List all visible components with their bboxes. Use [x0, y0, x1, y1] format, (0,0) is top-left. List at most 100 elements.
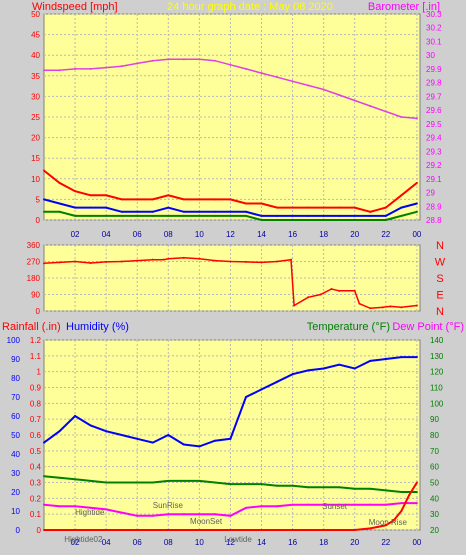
data-point	[182, 214, 185, 217]
data-point	[415, 491, 418, 493]
data-point	[43, 475, 45, 478]
windspeed-tick-label: 30	[31, 92, 40, 101]
data-point	[58, 202, 61, 205]
data-point	[276, 76, 279, 79]
data-point	[136, 259, 139, 262]
data-point	[151, 441, 154, 444]
hour-tick-label: 12	[226, 538, 235, 547]
data-point	[408, 494, 411, 497]
data-point	[120, 260, 123, 263]
windspeed-tick-label: 10	[31, 175, 40, 184]
data-point	[307, 369, 310, 372]
compass-label: S	[436, 273, 443, 285]
data-point	[307, 214, 310, 217]
temperature-tick-label: 70	[430, 447, 439, 456]
data-point	[229, 198, 232, 201]
barometer-tick-label: 30.1	[426, 37, 442, 46]
barometer-tick-label: 29.5	[426, 120, 442, 129]
hour-tick-label: 18	[319, 230, 328, 239]
data-point	[167, 479, 170, 482]
rainfall-tick-label: 0.6	[30, 431, 42, 440]
temperature-axis-label: Temperature (°F)	[307, 321, 390, 333]
data-point	[330, 288, 333, 290]
temperature-tick-label: 120	[430, 368, 444, 377]
hour-tick-label: 22	[381, 230, 390, 239]
data-point	[105, 529, 108, 531]
data-point	[167, 206, 170, 209]
data-point	[353, 206, 356, 209]
direction-tick-label: 180	[27, 274, 41, 283]
windspeed-tick-label: 20	[31, 134, 40, 143]
data-point	[74, 505, 77, 508]
windspeed-tick-label: 45	[31, 31, 40, 40]
rainfall-tick-label: 1.2	[30, 336, 42, 345]
data-point	[322, 214, 325, 217]
data-point	[338, 503, 341, 506]
hour-tick-label: 10	[195, 538, 204, 547]
data-point	[120, 210, 123, 213]
dewpoint-axis-label: Dew Point (°F)	[392, 321, 464, 333]
data-point	[229, 529, 232, 531]
data-point	[120, 481, 123, 484]
data-point	[105, 194, 108, 197]
hour-tick-label: 06	[133, 230, 142, 239]
data-point	[105, 206, 108, 209]
data-point	[400, 491, 403, 493]
humidity-tick-label: 70	[11, 393, 20, 402]
data-point	[369, 214, 372, 217]
data-point	[338, 363, 341, 366]
rainfall-tick-label: 0.1	[30, 510, 42, 519]
barometer-tick-label: 29.3	[426, 147, 442, 156]
data-point	[307, 206, 310, 209]
data-point	[291, 503, 294, 506]
barometer-tick-label: 29	[426, 189, 435, 198]
temperature-tick-label: 100	[430, 399, 444, 408]
data-point	[384, 524, 387, 527]
data-point	[58, 430, 61, 433]
hour-tick-label: 04	[102, 538, 111, 547]
barometer-tick-label: 29.1	[426, 175, 442, 184]
climate-x-ticks: 02 04 06 08 10 12 14 16 18 20 22 00	[71, 538, 422, 547]
data-point	[338, 219, 341, 221]
windspeed-axis-label: Windspeed [mph]	[32, 1, 118, 13]
barometer-tick-label: 29.7	[426, 92, 442, 101]
data-point	[167, 58, 170, 61]
data-point	[353, 99, 356, 102]
data-point	[369, 307, 372, 310]
temperature-tick-label: 110	[430, 384, 443, 393]
data-point	[322, 486, 325, 489]
data-point	[353, 487, 356, 490]
data-point	[276, 214, 279, 217]
data-point	[260, 529, 263, 531]
humidity-tick-label: 0	[16, 526, 21, 535]
astro-annotation: Moon Rise	[369, 518, 408, 527]
data-point	[384, 503, 387, 506]
data-point	[338, 289, 341, 292]
data-point	[229, 214, 232, 217]
data-point	[338, 206, 341, 209]
data-point	[105, 260, 108, 263]
data-point	[151, 514, 154, 517]
hour-tick-label: 12	[226, 230, 235, 239]
data-point	[167, 257, 170, 260]
data-point	[244, 483, 247, 486]
data-point	[291, 484, 294, 487]
data-point	[260, 388, 263, 391]
data-point	[213, 439, 216, 442]
data-point	[244, 396, 247, 398]
rainfall-tick-label: 0.4	[30, 463, 42, 472]
rainfall-tick-label: 1	[37, 368, 42, 377]
data-point	[198, 257, 201, 260]
temperature-tick-label: 130	[430, 352, 444, 361]
rainfall-axis-label: Rainfall (.in)	[2, 321, 61, 333]
barometer-tick-label: 29.2	[426, 161, 442, 170]
data-point	[74, 190, 77, 193]
data-point	[322, 219, 325, 221]
data-point	[369, 527, 372, 530]
data-point	[120, 434, 123, 436]
data-point	[198, 445, 201, 448]
data-point	[182, 58, 185, 61]
data-point	[290, 258, 293, 261]
compass-label: W	[435, 257, 446, 269]
data-point	[136, 62, 139, 65]
